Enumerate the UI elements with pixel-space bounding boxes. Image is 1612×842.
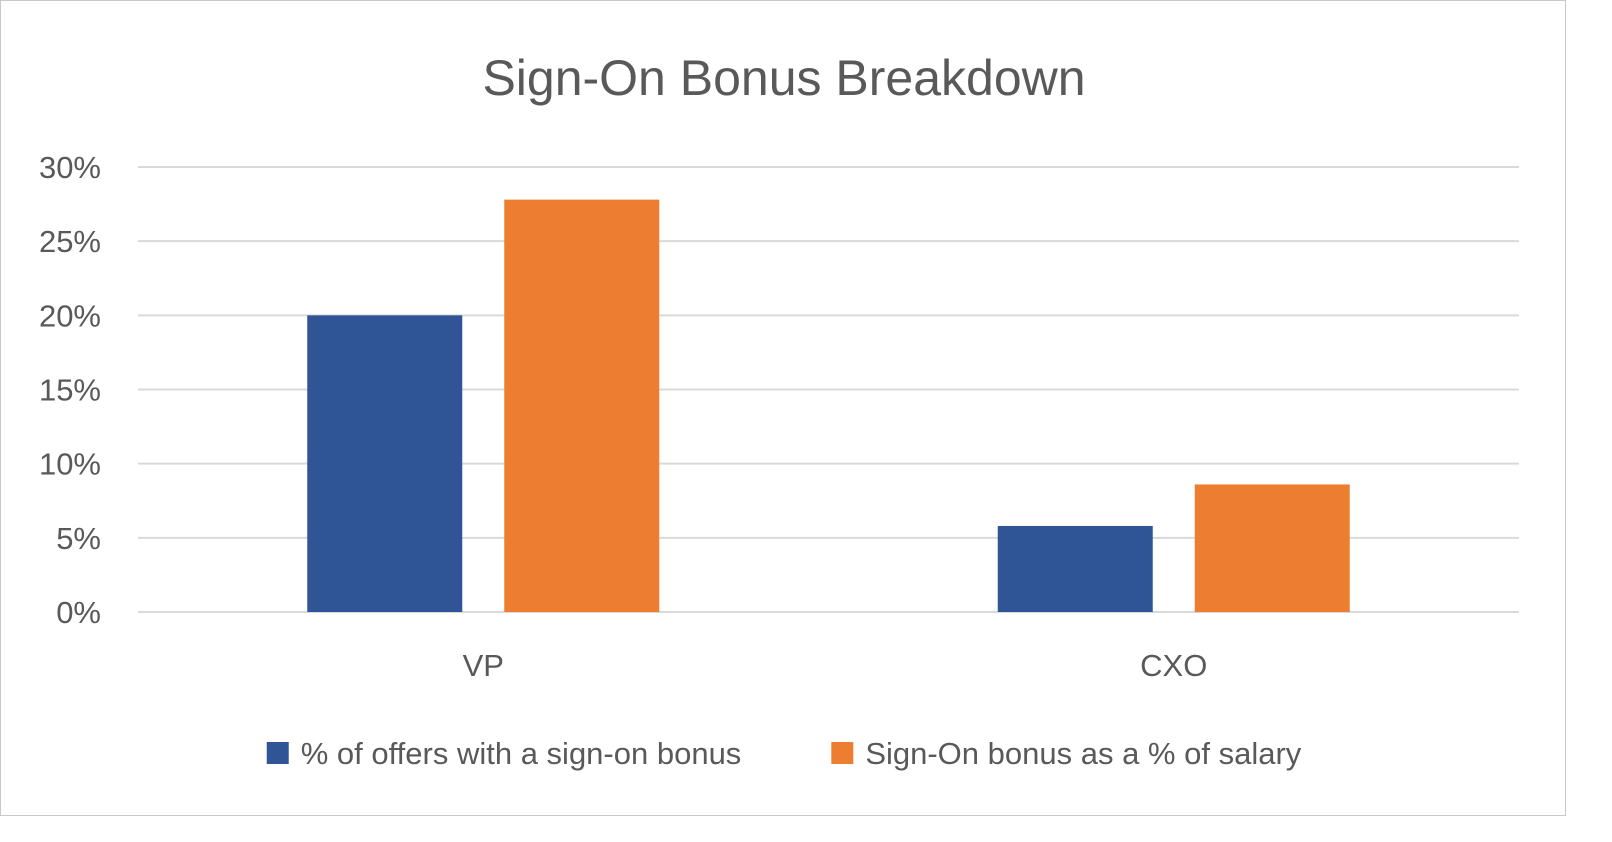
legend-item: % of offers with a sign-on bonus: [266, 736, 742, 771]
x-category-label: CXO: [1140, 648, 1207, 683]
legend-swatch: [831, 742, 854, 764]
y-tick-label: 5%: [56, 521, 101, 556]
legend-swatch: [266, 742, 289, 764]
x-axis-categories: VP CXO: [463, 648, 1208, 683]
x-category-label: VP: [463, 648, 504, 683]
bar-vp-series-2: [504, 199, 660, 612]
y-axis-ticks: 0% 5% 10% 15% 20% 25% 30%: [39, 150, 101, 630]
legend-label: % of offers with a sign-on bonus: [301, 736, 742, 771]
chart-frame: Sign-On Bonus Breakdown 0% 5% 10% 15% 20% 25%…: [0, 0, 1566, 816]
legend-label: Sign-On bonus as a % of salary: [865, 736, 1301, 771]
y-tick-label: 15%: [39, 373, 101, 408]
chart-title: Sign-On Bonus Breakdown: [482, 50, 1085, 106]
y-tick-label: 30%: [39, 150, 101, 185]
bars: [307, 199, 1350, 612]
bar-cxo-series-1: [997, 525, 1153, 612]
bar-vp-series-1: [307, 315, 463, 612]
bar-chart: Sign-On Bonus Breakdown 0% 5% 10% 15% 20% 25%…: [39, 50, 1519, 771]
y-tick-label: 20%: [39, 298, 101, 333]
y-tick-label: 25%: [39, 224, 101, 259]
y-tick-label: 10%: [39, 447, 101, 482]
legend-item: Sign-On bonus as a % of salary: [831, 736, 1302, 771]
y-tick-label: 0%: [56, 595, 101, 630]
bar-cxo-series-2: [1194, 484, 1350, 612]
legend: % of offers with a sign-on bonus Sign-On …: [266, 736, 1302, 771]
